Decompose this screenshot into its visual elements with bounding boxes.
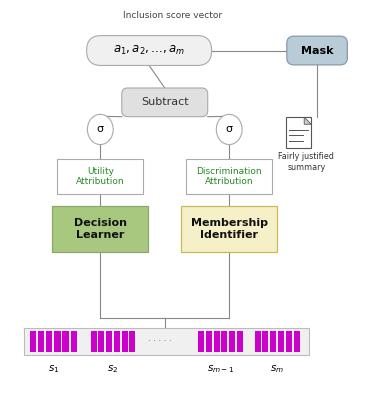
Text: Mask: Mask — [301, 46, 333, 56]
Text: Utility
Attribution: Utility Attribution — [76, 167, 125, 186]
Bar — [278, 331, 284, 352]
Text: σ: σ — [97, 124, 104, 134]
Bar — [198, 331, 204, 352]
Bar — [221, 331, 227, 352]
Bar — [229, 331, 235, 352]
FancyBboxPatch shape — [87, 36, 212, 66]
FancyBboxPatch shape — [286, 117, 311, 148]
Bar — [38, 331, 44, 352]
Bar — [286, 331, 292, 352]
Ellipse shape — [87, 114, 113, 144]
Bar — [54, 331, 61, 352]
Bar — [129, 331, 136, 352]
Text: $s_1$: $s_1$ — [48, 364, 59, 375]
Text: Inclusion score vector: Inclusion score vector — [123, 11, 222, 20]
Bar — [71, 331, 77, 352]
Text: Membership
Identifier: Membership Identifier — [191, 218, 268, 240]
FancyBboxPatch shape — [287, 36, 347, 65]
Bar — [237, 331, 243, 352]
Text: $\mathit{a}_1 , \mathit{a}_2 , \ldots , \mathit{a}_m$: $\mathit{a}_1 , \mathit{a}_2 , \ldots , … — [113, 44, 185, 57]
FancyBboxPatch shape — [186, 158, 272, 194]
Bar — [122, 331, 128, 352]
Bar — [98, 331, 104, 352]
Bar — [262, 331, 269, 352]
Text: $s_{m-1}$: $s_{m-1}$ — [207, 364, 234, 375]
Text: σ: σ — [226, 124, 233, 134]
FancyBboxPatch shape — [53, 206, 148, 252]
Bar — [46, 331, 53, 352]
Text: $s_m$: $s_m$ — [270, 364, 284, 375]
Text: $s_2$: $s_2$ — [107, 364, 119, 375]
FancyBboxPatch shape — [24, 328, 309, 356]
Bar — [294, 331, 299, 352]
Bar — [106, 331, 112, 352]
FancyBboxPatch shape — [122, 88, 208, 117]
Bar — [91, 331, 96, 352]
Ellipse shape — [216, 114, 242, 144]
FancyBboxPatch shape — [57, 158, 143, 194]
Text: Fairly justified
summary: Fairly justified summary — [278, 152, 334, 172]
Bar — [114, 331, 120, 352]
Bar — [254, 331, 261, 352]
Bar — [30, 331, 36, 352]
Text: Subtract: Subtract — [141, 97, 189, 107]
FancyBboxPatch shape — [181, 206, 277, 252]
Text: Decision
Learner: Decision Learner — [74, 218, 127, 240]
Bar — [270, 331, 276, 352]
Polygon shape — [304, 117, 311, 124]
Bar — [62, 331, 69, 352]
Text: · · · · ·: · · · · · — [148, 338, 172, 346]
Bar — [206, 331, 212, 352]
Bar — [214, 331, 220, 352]
Text: Discrimination
Attribution: Discrimination Attribution — [196, 167, 262, 186]
